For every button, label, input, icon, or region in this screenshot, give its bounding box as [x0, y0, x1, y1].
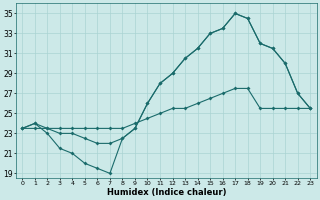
X-axis label: Humidex (Indice chaleur): Humidex (Indice chaleur) [107, 188, 226, 197]
